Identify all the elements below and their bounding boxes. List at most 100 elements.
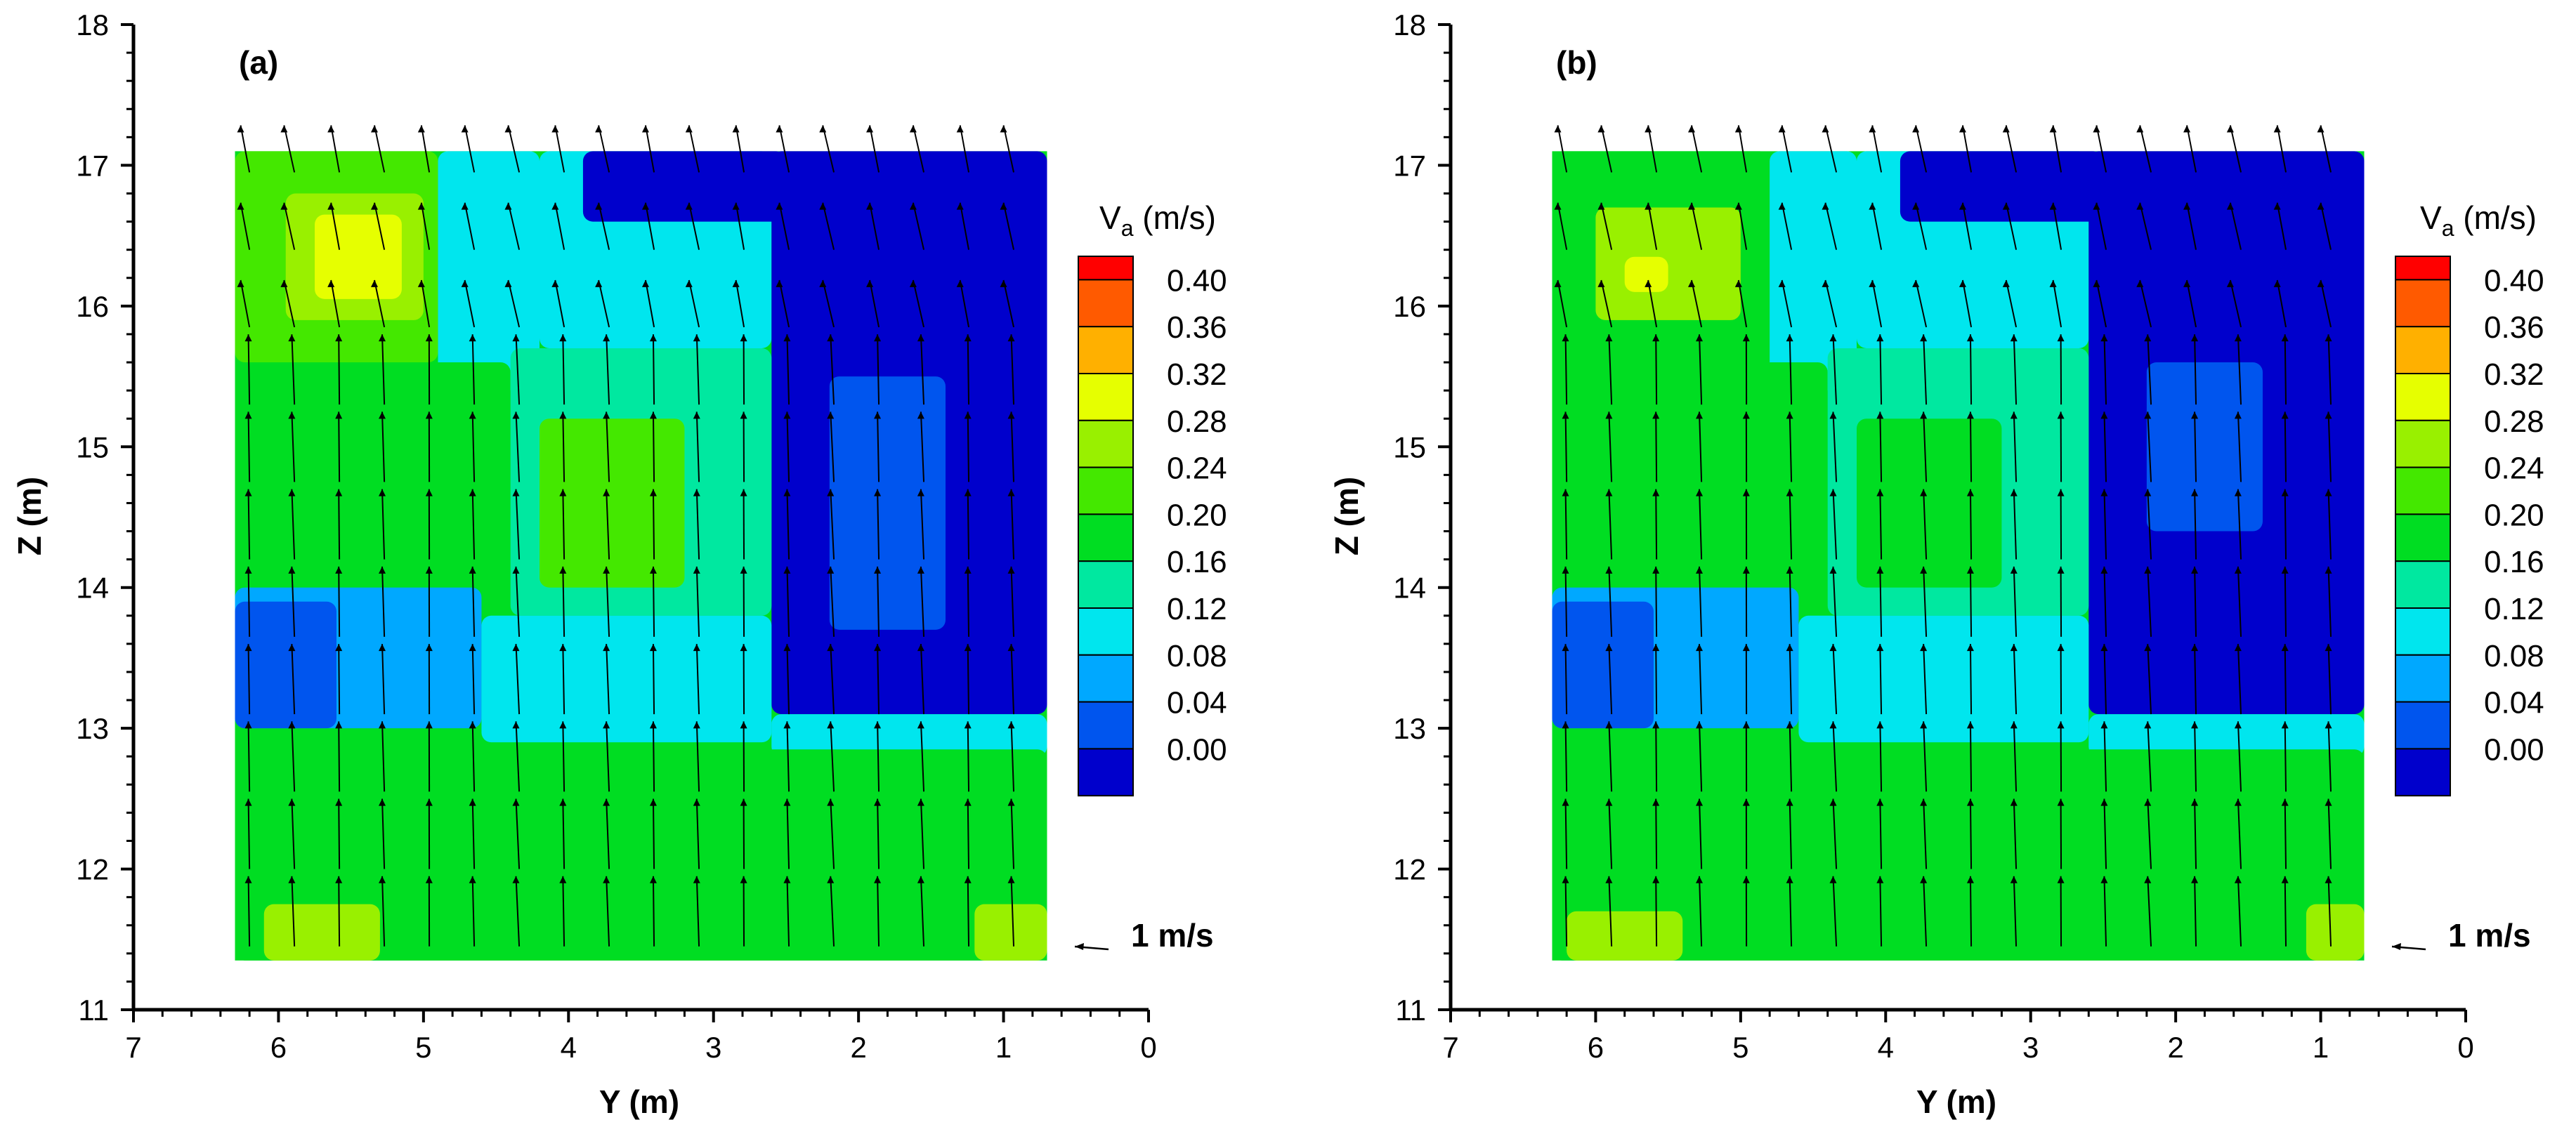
colorbar-swatch <box>1078 513 1134 562</box>
reference-vector: 1 m/s <box>1074 917 1214 954</box>
vector-arrow <box>967 876 970 947</box>
vector-arrowhead <box>2325 489 2332 496</box>
vector-arrowhead <box>379 489 386 496</box>
vector-arrowhead <box>783 644 791 652</box>
vector-arrowhead <box>1605 721 1613 729</box>
vector-arrow <box>2139 202 2152 250</box>
colorbar-level-label: 0.12 <box>1167 592 1227 626</box>
vector-arrow <box>1969 489 1973 560</box>
colorbar-title: Va (m/s) <box>1099 199 1216 241</box>
vector-arrow <box>2147 566 2152 637</box>
vector-arrow <box>644 202 655 250</box>
vector-arrowhead <box>2325 334 2332 342</box>
vector-arrowhead <box>1652 411 1660 419</box>
vector-arrow <box>420 279 431 328</box>
vector-arrow <box>2013 721 2018 792</box>
vector-arrow <box>967 411 970 482</box>
vector-arrow <box>471 798 476 869</box>
vector-arrowhead <box>1562 721 1569 729</box>
vector-arrow <box>920 411 925 482</box>
vector-arrowhead <box>827 876 835 883</box>
vector-arrowhead <box>1829 411 1837 419</box>
vector-arrow <box>2194 489 2197 560</box>
vector-arrowhead <box>964 489 972 496</box>
vector-arrowhead <box>559 721 567 729</box>
vector-arrow <box>652 411 655 482</box>
vector-arrow <box>1923 489 1928 560</box>
vector-arrowhead <box>1000 125 1007 133</box>
vector-arrowhead <box>1688 125 1696 133</box>
vector-arrowhead <box>964 798 972 806</box>
vector-arrow <box>562 411 565 482</box>
y-tick-label: 11 <box>78 994 109 1027</box>
vector-arrow <box>2284 721 2287 792</box>
vector-arrowhead <box>551 125 559 133</box>
vector-arrow <box>507 202 521 250</box>
colorbar-level-label: 0.36 <box>2484 310 2544 345</box>
vector-arrow <box>2327 721 2332 792</box>
colorbar-level-label: 0.04 <box>2484 686 2544 720</box>
vector-arrow <box>1647 202 1658 250</box>
field-region <box>974 904 1047 961</box>
vector-arrow <box>830 411 835 482</box>
vector-arrow <box>1969 721 1973 792</box>
vector-arrowhead <box>874 798 882 806</box>
vector-arrow <box>786 334 790 405</box>
vector-arrowhead <box>1742 566 1750 574</box>
colorbar-swatch <box>1078 748 1134 797</box>
vector-arrowhead <box>866 279 874 287</box>
vector-arrowhead <box>512 334 520 342</box>
vector-arrow <box>1789 721 1793 792</box>
vector-arrowhead <box>603 489 610 496</box>
vector-arrowhead <box>2191 411 2199 419</box>
vector-arrow <box>2005 125 2018 173</box>
vector-arrowhead <box>2281 798 2289 806</box>
vector-arrowhead <box>1562 411 1569 419</box>
vector-arrow <box>735 202 745 250</box>
vector-arrow <box>1923 876 1928 947</box>
y-tick-label: 17 <box>1393 149 1426 182</box>
vector-arrowhead <box>866 202 874 210</box>
vector-arrow <box>1010 334 1015 405</box>
y-tick-label: 13 <box>1393 712 1426 745</box>
colorbar-swatch <box>1078 560 1134 609</box>
vector-arrowhead <box>874 489 882 496</box>
vector-arrowhead <box>641 125 649 133</box>
vector-arrow <box>507 279 521 328</box>
vector-arrowhead <box>1959 125 1966 133</box>
vector-arrowhead <box>425 721 433 729</box>
vector-arrow <box>2284 798 2287 869</box>
vector-arrowhead <box>280 125 288 133</box>
vector-arrow <box>2194 721 2197 792</box>
vector-arrowhead <box>2317 202 2325 210</box>
vector-arrowhead <box>740 721 747 729</box>
vector-arrowhead <box>2144 721 2152 729</box>
vector-arrow <box>2147 644 2152 715</box>
vector-arrow <box>1600 202 1613 250</box>
vector-arrow <box>1010 876 1015 947</box>
field-region <box>1595 207 1741 320</box>
vector-arrow <box>240 279 251 328</box>
x-tick-label: 6 <box>1588 1031 1604 1064</box>
vector-arrowhead <box>559 411 567 419</box>
vector-arrow <box>291 334 296 405</box>
vector-arrow <box>2237 489 2242 560</box>
vector-arrowhead <box>1688 202 1696 210</box>
vector-arrowhead <box>819 125 827 133</box>
vector-arrowhead <box>379 721 386 729</box>
vector-arrowhead <box>461 202 469 210</box>
vector-arrowhead <box>693 334 700 342</box>
colorbar-swatch <box>2395 326 2451 375</box>
vector-arrow <box>2276 279 2287 328</box>
vector-arrow <box>1608 798 1613 869</box>
vector-arrow <box>1789 411 1793 482</box>
vector-arrowhead <box>1562 798 1569 806</box>
x-tick-label: 4 <box>1878 1031 1894 1064</box>
colorbar-level-label: 0.36 <box>1167 310 1227 345</box>
vector-arrowhead <box>559 876 567 883</box>
vector-arrowhead <box>1007 876 1015 883</box>
vector-arrow <box>652 721 655 792</box>
vector-arrowhead <box>2100 876 2108 883</box>
vector-arrowhead <box>917 876 924 883</box>
vector-arrow <box>1969 798 1973 869</box>
